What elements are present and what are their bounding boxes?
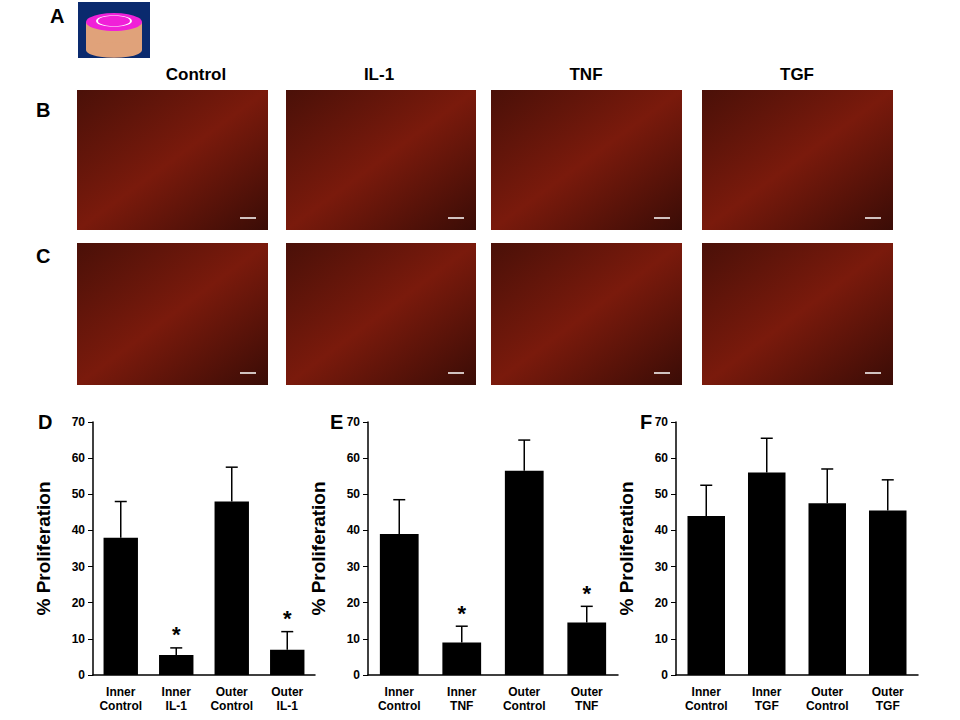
svg-text:40: 40 xyxy=(347,523,361,537)
svg-text:TGF: TGF xyxy=(780,65,814,84)
svg-text:IL-1: IL-1 xyxy=(166,699,188,713)
svg-text:E: E xyxy=(330,411,343,433)
svg-text:Outer: Outer xyxy=(571,685,603,699)
svg-text:TNF: TNF xyxy=(575,699,598,713)
svg-text:Inner: Inner xyxy=(162,685,192,699)
svg-text:Control: Control xyxy=(210,699,253,713)
svg-text:Outer: Outer xyxy=(872,685,904,699)
svg-text:Inner: Inner xyxy=(752,685,782,699)
svg-text:Outer: Outer xyxy=(271,685,303,699)
svg-text:30: 30 xyxy=(347,560,361,574)
svg-text:40: 40 xyxy=(655,523,669,537)
svg-text:% Proliferation: % Proliferation xyxy=(616,481,637,615)
svg-text:50: 50 xyxy=(655,487,669,501)
svg-text:60: 60 xyxy=(655,451,669,465)
svg-text:Outer: Outer xyxy=(811,685,843,699)
svg-text:D: D xyxy=(38,411,52,433)
svg-text:10: 10 xyxy=(72,632,86,646)
svg-text:10: 10 xyxy=(655,632,669,646)
svg-text:A: A xyxy=(50,5,64,27)
svg-text:20: 20 xyxy=(655,596,669,610)
svg-text:Control: Control xyxy=(503,699,546,713)
svg-text:Inner: Inner xyxy=(385,685,415,699)
svg-text:% Proliferation: % Proliferation xyxy=(308,481,329,615)
svg-text:0: 0 xyxy=(78,668,85,682)
svg-text:0: 0 xyxy=(353,668,360,682)
svg-text:*: * xyxy=(582,581,591,606)
svg-text:B: B xyxy=(36,99,50,121)
svg-text:60: 60 xyxy=(72,451,86,465)
svg-text:20: 20 xyxy=(72,596,86,610)
svg-text:Inner: Inner xyxy=(692,685,722,699)
svg-text:C: C xyxy=(36,245,50,267)
svg-text:Control: Control xyxy=(378,699,421,713)
svg-text:Control: Control xyxy=(166,65,226,84)
svg-text:Inner: Inner xyxy=(106,685,136,699)
svg-text:70: 70 xyxy=(655,415,669,429)
svg-text:F: F xyxy=(640,411,652,433)
svg-text:Control: Control xyxy=(99,699,142,713)
svg-text:50: 50 xyxy=(72,487,86,501)
svg-text:% Proliferation: % Proliferation xyxy=(33,481,54,615)
svg-text:*: * xyxy=(457,601,466,626)
svg-text:20: 20 xyxy=(347,596,361,610)
svg-text:TNF: TNF xyxy=(569,65,602,84)
svg-text:Inner: Inner xyxy=(447,685,477,699)
svg-text:Outer: Outer xyxy=(508,685,540,699)
svg-text:0: 0 xyxy=(661,668,668,682)
svg-text:Outer: Outer xyxy=(216,685,248,699)
svg-text:TGF: TGF xyxy=(876,699,900,713)
svg-text:10: 10 xyxy=(347,632,361,646)
svg-text:TNF: TNF xyxy=(450,699,473,713)
svg-text:60: 60 xyxy=(347,451,361,465)
svg-text:*: * xyxy=(172,622,181,647)
svg-text:50: 50 xyxy=(347,487,361,501)
svg-text:70: 70 xyxy=(347,415,361,429)
svg-text:IL-1: IL-1 xyxy=(277,699,299,713)
svg-text:Control: Control xyxy=(685,699,728,713)
svg-text:30: 30 xyxy=(72,560,86,574)
svg-text:IL-1: IL-1 xyxy=(364,65,394,84)
svg-text:*: * xyxy=(283,606,292,631)
svg-text:30: 30 xyxy=(655,560,669,574)
svg-text:40: 40 xyxy=(72,523,86,537)
svg-text:Control: Control xyxy=(806,699,849,713)
svg-text:70: 70 xyxy=(72,415,86,429)
svg-text:TGF: TGF xyxy=(755,699,779,713)
